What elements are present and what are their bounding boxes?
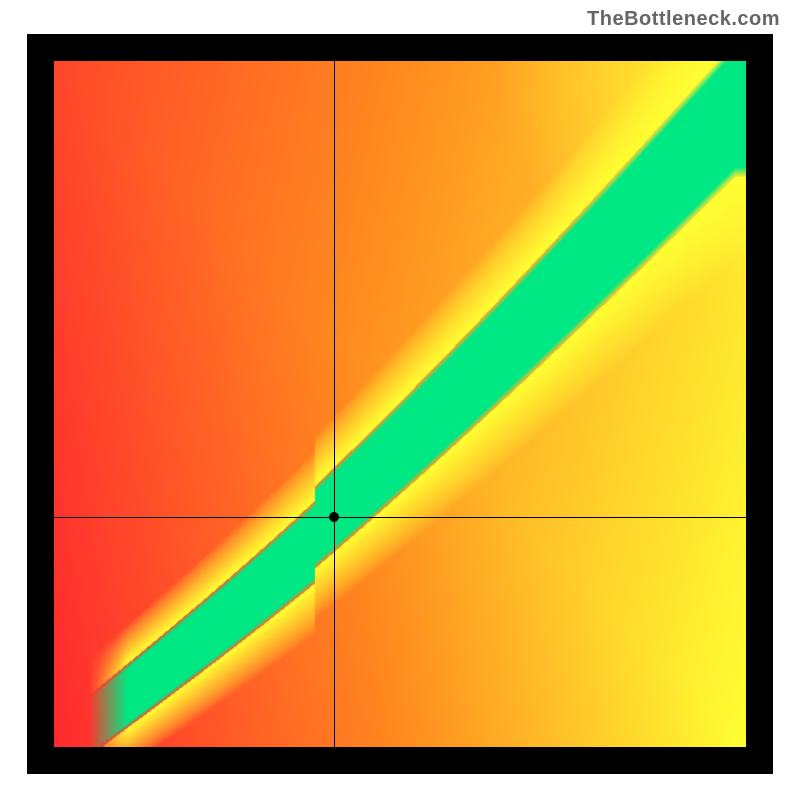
crosshair-dot — [329, 512, 339, 522]
bottleneck-heatmap — [54, 61, 746, 747]
figure-container: TheBottleneck.com — [0, 0, 800, 800]
crosshair-vertical — [334, 61, 335, 747]
crosshair-horizontal — [54, 517, 746, 518]
watermark-text: TheBottleneck.com — [587, 8, 780, 31]
